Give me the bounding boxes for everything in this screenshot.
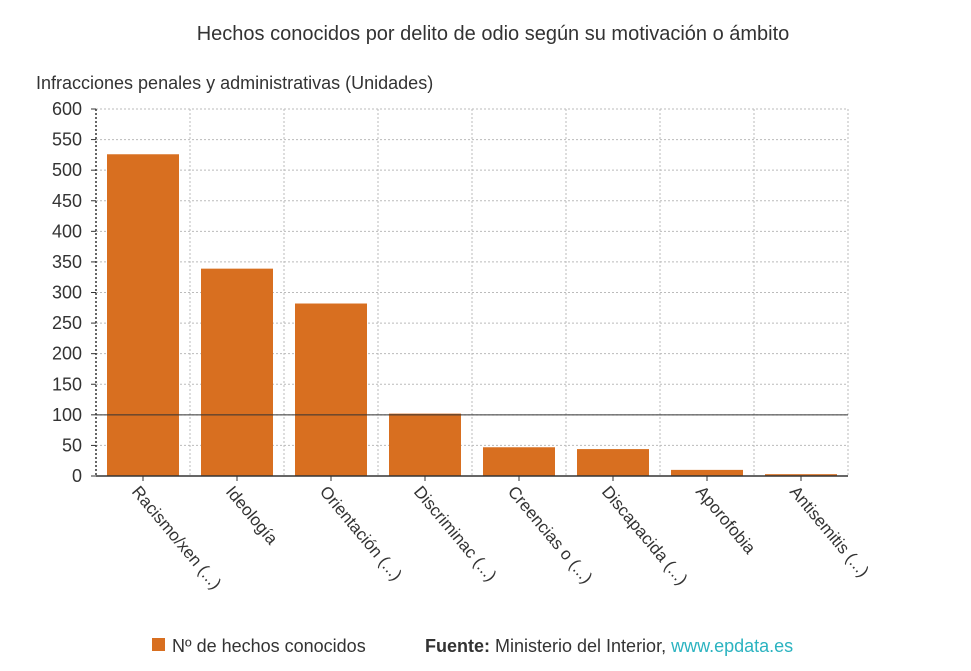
x-tick-label: Creencias o (...) [504, 482, 596, 587]
bar [107, 154, 179, 476]
y-tick-label: 0 [72, 466, 82, 486]
source: Fuente: Ministerio del Interior, www.epdat… [425, 636, 793, 656]
x-tick-label: Racismo/xen (...) [128, 482, 225, 593]
chart-title: Hechos conocidos por delito de odio segú… [197, 23, 790, 45]
y-tick-label: 500 [52, 160, 82, 180]
y-axis-label: Infracciones penales y administrativas (… [36, 73, 433, 93]
y-tick-label: 50 [62, 435, 82, 455]
y-tick-label: 400 [52, 221, 82, 241]
bar [577, 449, 649, 476]
bar [295, 303, 367, 476]
y-tick-label: 250 [52, 313, 82, 333]
bar [671, 469, 743, 476]
bar [765, 474, 837, 476]
bar [483, 447, 555, 476]
y-tick-labels: 0 50 100 150 200 250 300 350 400 450 500 550 600 [52, 99, 82, 486]
x-tick-labels: Racismo/xen (...)Ideología Orientación (.… [128, 482, 873, 593]
y-tick-label: 100 [52, 405, 82, 425]
source-text: Ministerio del Interior, [495, 636, 666, 656]
legend-swatch [152, 638, 165, 651]
x-tick-label: Discriminac (...) [410, 482, 500, 585]
bar [389, 413, 461, 476]
legend-label: Nº de hechos conocidos [172, 636, 366, 656]
x-tick-label: Antisemitis (...) [786, 482, 873, 580]
source-line: Fuente: Ministerio del Interior, www.epdat… [425, 636, 793, 656]
y-tick-label: 550 [52, 130, 82, 150]
axes [91, 108, 848, 481]
y-tick-label: 300 [52, 283, 82, 303]
y-tick-label: 350 [52, 252, 82, 272]
x-tick-label: Discapacida (...) [598, 482, 692, 588]
y-tick-label: 150 [52, 374, 82, 394]
y-tick-label: 450 [52, 191, 82, 211]
bars [107, 154, 837, 476]
x-tick-label: Ideología [222, 482, 282, 548]
legend: Nº de hechos conocidos [152, 636, 366, 656]
y-tick-label: 200 [52, 344, 82, 364]
x-tick-label: Aporofobia [692, 482, 760, 558]
y-tick-label: 600 [52, 99, 82, 119]
source-label: Fuente: [425, 636, 490, 656]
x-tick-label: Orientación (...) [316, 482, 406, 584]
source-link[interactable]: www.epdata.es [670, 636, 793, 656]
bar [201, 268, 273, 476]
